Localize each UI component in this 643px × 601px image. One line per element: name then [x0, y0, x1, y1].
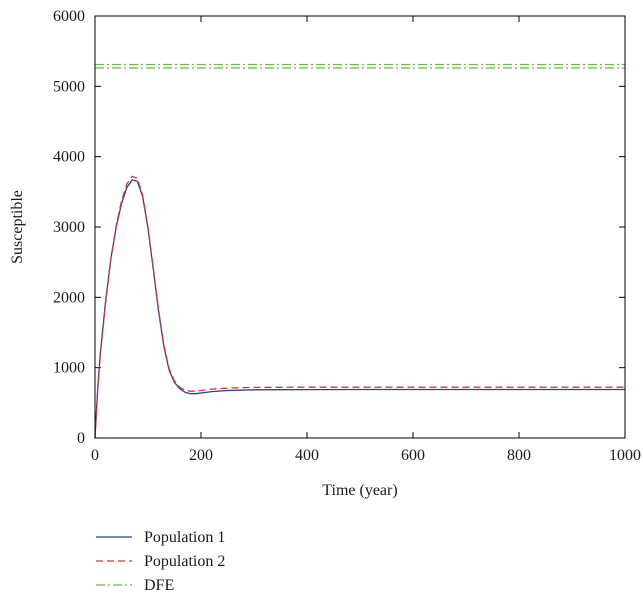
legend-label: DFE: [144, 577, 174, 594]
y-tick-label: 1000: [53, 360, 85, 377]
y-axis-label: Susceptible: [9, 190, 26, 264]
axis-ticks: 0 200 400 600 800 1000 0 1000 2000 3000 4000 5000 60…: [53, 8, 641, 464]
x-tick-label: 600: [401, 447, 425, 464]
legend: Population 1 Population 2 DFE: [96, 529, 225, 594]
x-axis-label: Time (year): [322, 482, 397, 499]
series-line-1: [94, 179, 625, 439]
legend-label: Population 1: [144, 529, 225, 546]
y-tick-label: 6000: [53, 8, 85, 25]
y-tick-label: 0: [77, 430, 85, 447]
y-tick-label: 2000: [53, 289, 85, 306]
x-tick-label: 0: [91, 447, 99, 464]
y-tick-label: 5000: [53, 78, 85, 95]
x-tick-label: 400: [295, 447, 319, 464]
x-tick-label: 800: [507, 447, 531, 464]
plot-frame: [94, 15, 626, 439]
x-tick-label: 1000: [609, 447, 641, 464]
series-line-2: [94, 175, 625, 439]
series-lines: [94, 63, 625, 439]
x-tick-label: 200: [189, 447, 213, 464]
y-tick-label: 3000: [53, 219, 85, 236]
y-tick-label: 4000: [53, 149, 85, 166]
legend-label: Population 2: [144, 553, 225, 570]
